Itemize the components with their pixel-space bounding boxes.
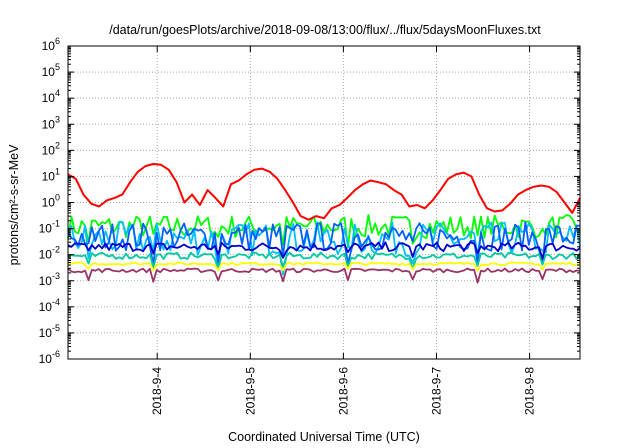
y-axis-title: protons/cm²-s-sr-MeV	[7, 144, 21, 266]
x-axis-title: Coordinated Universal Time (UTC)	[228, 430, 420, 444]
series-line-4	[67, 241, 581, 260]
x-tick-label: 2018-9-7	[429, 367, 443, 415]
x-axis: 2018-9-4 2018-9-5 2018-9-6 2018-9-7 2018-9-8	[150, 46, 537, 415]
chart-title: /data/run/goesPlots/archive/2018-09-08/1…	[109, 23, 541, 37]
series-group	[67, 163, 581, 284]
series-line-7	[67, 267, 581, 284]
x-tick-label: 2018-9-6	[336, 367, 350, 415]
series-line-8	[67, 163, 581, 221]
x-tick-label: 2018-9-4	[150, 367, 164, 415]
x-tick-label: 2018-9-5	[243, 367, 257, 415]
series-line-5	[67, 251, 581, 270]
series-line-6	[67, 261, 581, 272]
x-tick-label: 2018-9-8	[523, 367, 537, 415]
